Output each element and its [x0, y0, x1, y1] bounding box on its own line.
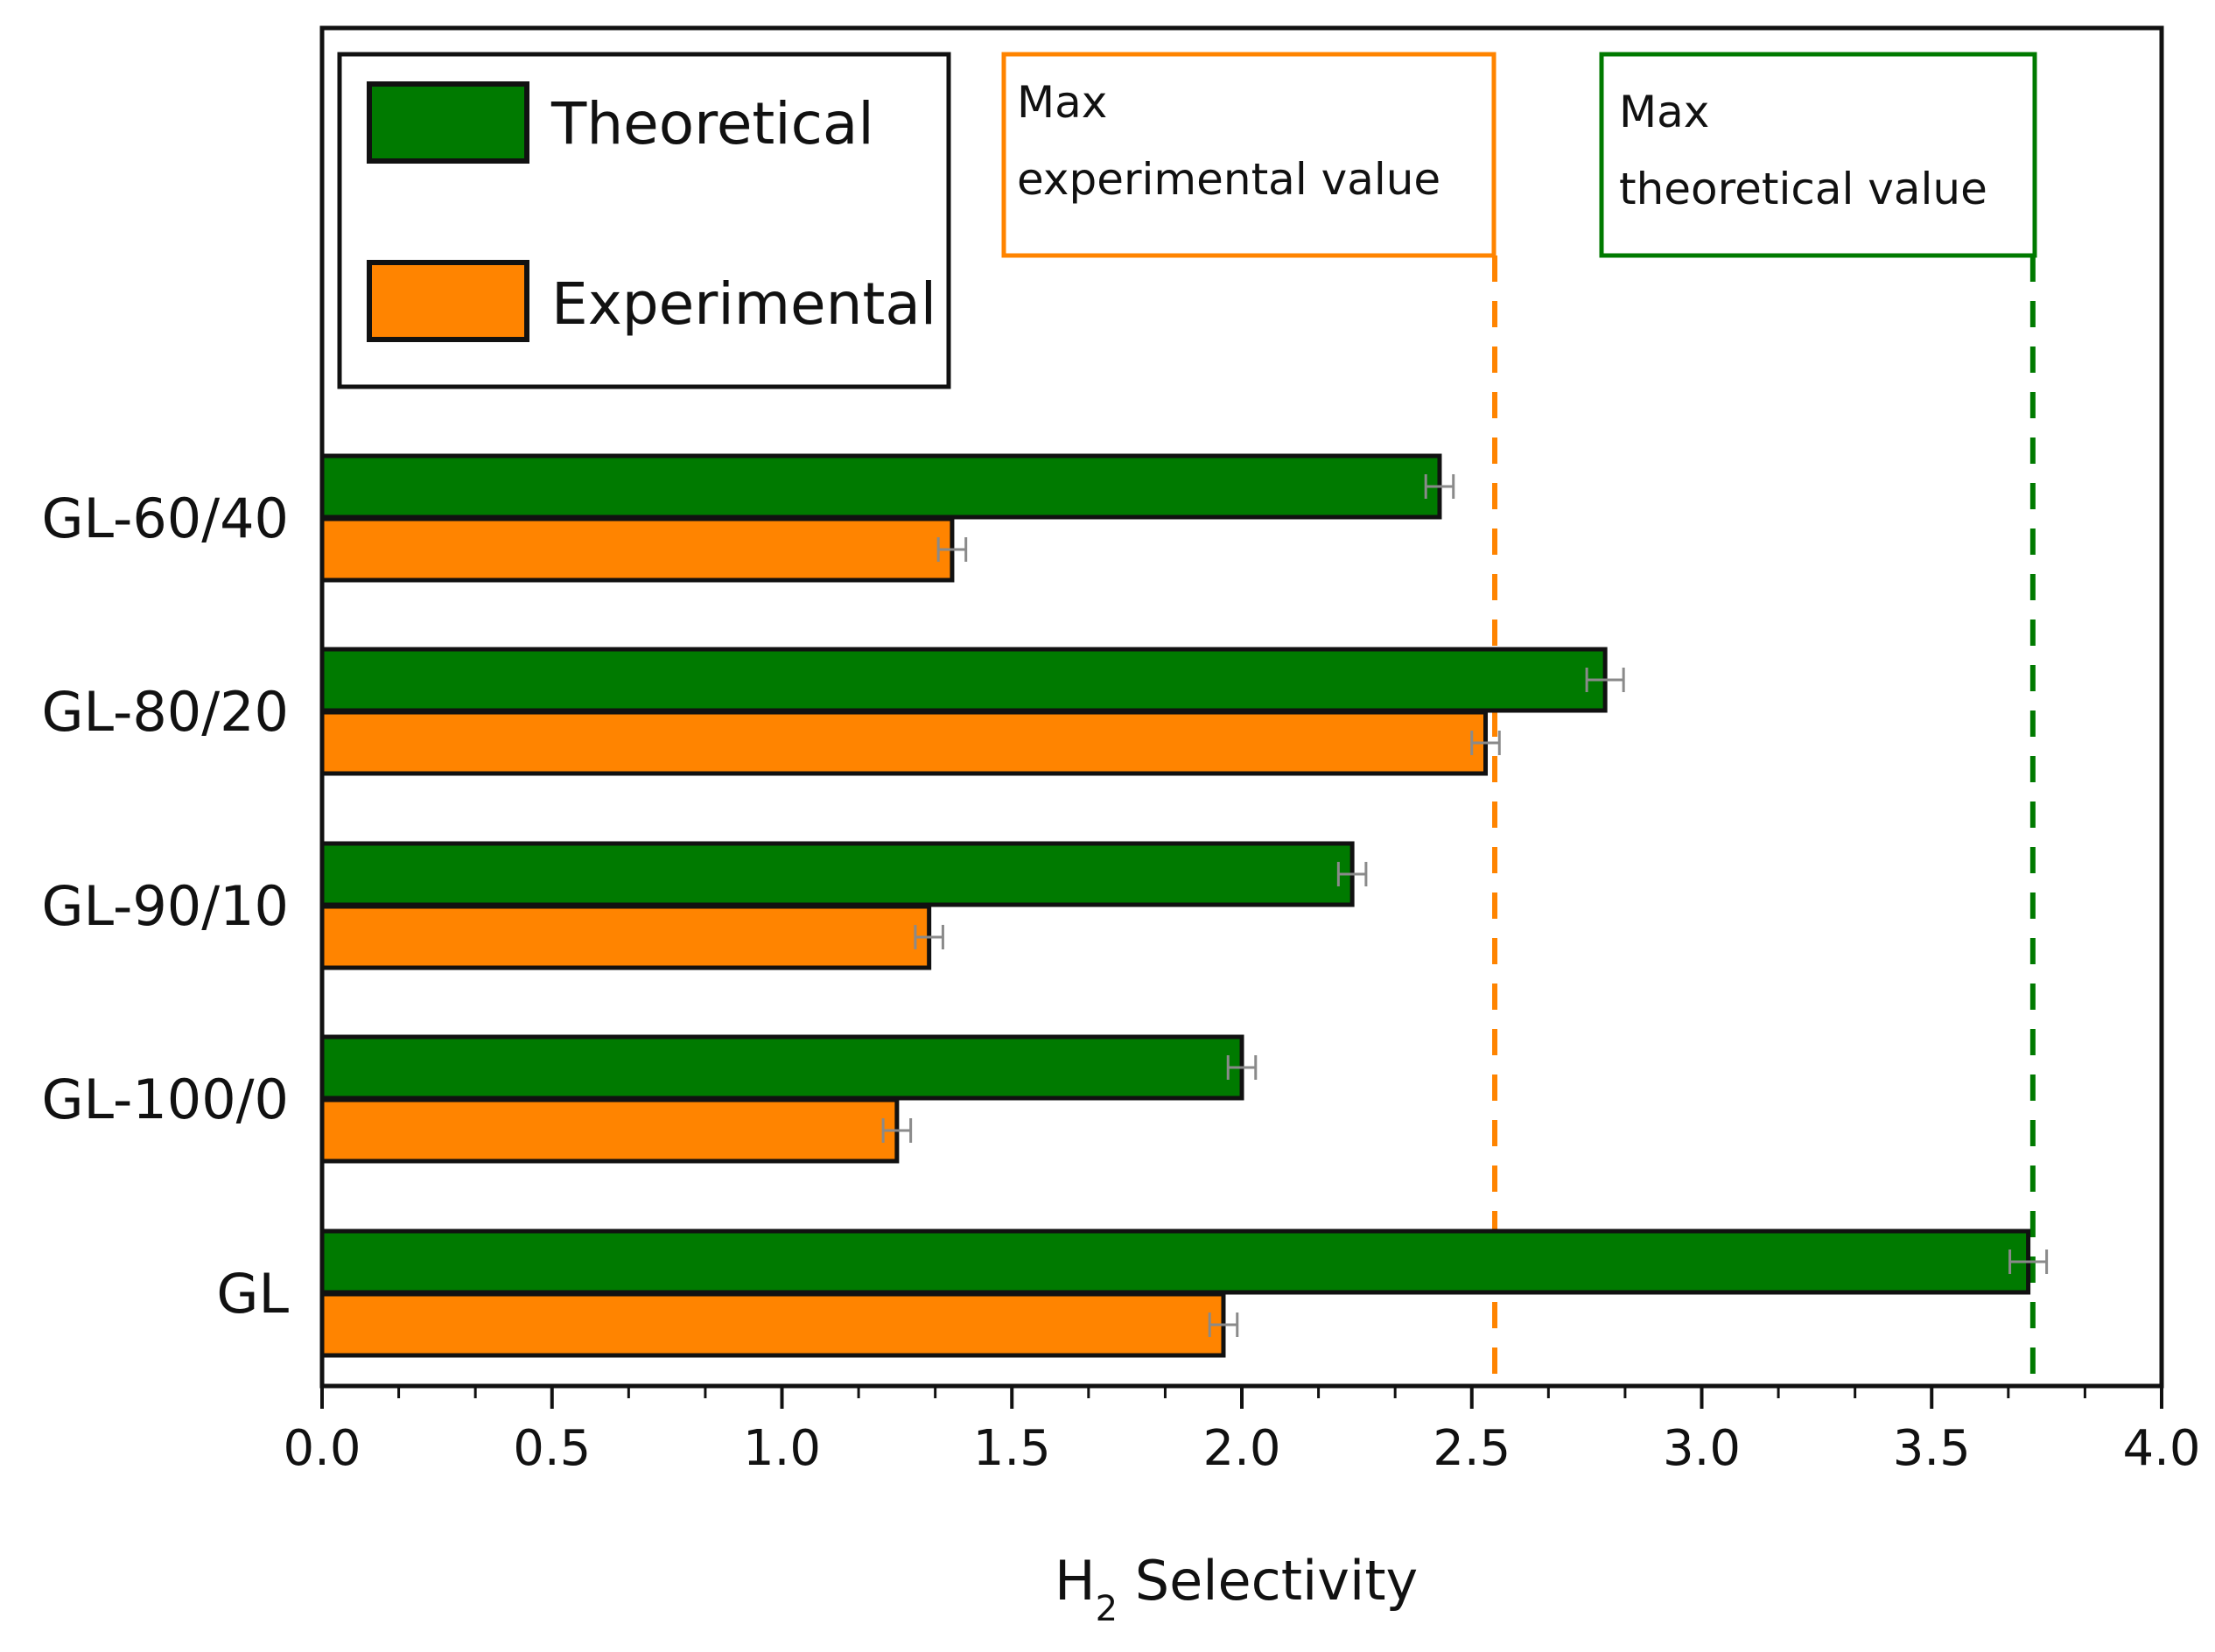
bar-theoretical-3	[319, 1034, 1244, 1101]
annotation-text-experimental-line2: experimental value	[1017, 154, 1440, 205]
x-tick-label-7: 3.5	[1893, 1420, 1971, 1477]
category-label-2: GL-90/10	[41, 874, 289, 938]
annotation-text-theoretical-line2: theoretical value	[1619, 164, 1987, 214]
bar-theoretical-2	[319, 841, 1355, 907]
legend-swatch-theoretical	[367, 81, 529, 164]
reference-lines-layer	[1492, 256, 2036, 1386]
bar-experimental-2	[319, 904, 932, 970]
bar-experimental-0	[319, 516, 955, 583]
annotation-max-experimental: Max experimental value	[1001, 52, 1497, 258]
x-tick-label-2: 1.0	[743, 1420, 821, 1477]
bar-experimental-4	[319, 1292, 1226, 1358]
category-label-1: GL-80/20	[41, 680, 289, 744]
category-label-0: GL-60/40	[41, 486, 289, 550]
legend-label-experimental: Experimental	[551, 270, 936, 338]
annotation-text-experimental-line1: Max	[1017, 77, 1107, 128]
x-axis-title: H2 Selectivity	[1055, 1549, 1418, 1629]
x-axis-title-subscript: 2	[1096, 1589, 1118, 1629]
bars-layer	[319, 453, 2049, 1358]
category-label-3: GL-100/0	[41, 1068, 289, 1131]
axes-layer: GL-60/40 GL-80/20 GL-90/10 GL-100/0 GL 0.0 0.5…	[41, 25, 2201, 1477]
x-axis-title-main: H	[1055, 1549, 1096, 1613]
annotation-max-theoretical: Max theoretical value	[1599, 52, 2037, 258]
x-tick-label-1: 0.5	[513, 1420, 591, 1477]
annotation-text-theoretical-line1: Max	[1619, 87, 1709, 137]
bar-experimental-1	[319, 710, 1489, 776]
x-tick-label-3: 1.5	[973, 1420, 1051, 1477]
x-tick-label-6: 3.0	[1663, 1420, 1741, 1477]
annotation-box-theoretical	[1599, 52, 2037, 258]
bar-experimental-3	[319, 1097, 900, 1164]
x-tick-label-4: 2.0	[1202, 1420, 1280, 1477]
annotation-box-experimental	[1001, 52, 1497, 258]
legend: Theoretical Experimental	[337, 52, 951, 389]
bar-theoretical-1	[319, 647, 1608, 713]
category-label-4: GL	[216, 1262, 289, 1326]
x-tick-label-8: 4.0	[2122, 1420, 2200, 1477]
bar-theoretical-0	[319, 453, 1442, 520]
x-tick-label-5: 2.5	[1433, 1420, 1511, 1477]
x-axis-title-rest: Selectivity	[1118, 1549, 1418, 1613]
bar-theoretical-4	[319, 1228, 2031, 1295]
legend-swatch-experimental	[367, 260, 529, 342]
legend-label-theoretical: Theoretical	[550, 90, 874, 158]
x-tick-label-0: 0.0	[283, 1420, 361, 1477]
